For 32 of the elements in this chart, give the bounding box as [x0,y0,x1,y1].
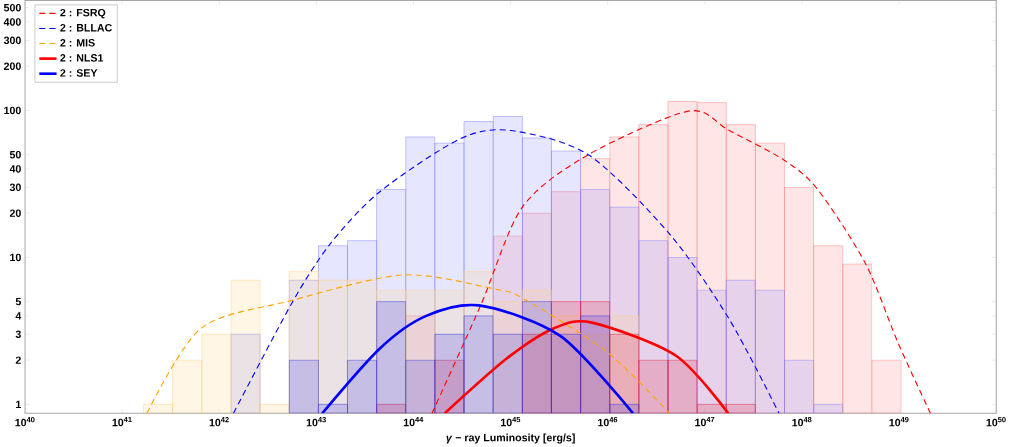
legend-label: 2 : NLS1 [60,54,104,62]
y-tick-label: 50 [9,150,21,159]
x-tick-label: 10$^{46}$ [598,416,618,427]
y-tick-label: 100 [4,106,21,115]
y-tick-label: 300 [3,36,21,45]
legend-label: 2 : BLLAC [60,23,112,32]
legend-label: 2 : SEY [60,69,98,77]
x-tick-label: 10$^{45}$ [501,416,521,427]
y-tick-label: 1 [16,400,22,408]
x-tick-label: 10$^{40}$ [15,416,35,427]
x-tick-label: 10$^{47}$ [695,416,715,427]
y-tick-label: 20 [9,209,21,217]
y-tick-label: 4 [15,312,22,320]
x-tick-label: 10$^{43}$ [306,416,326,427]
legend-label: 2 : FSRQ [60,8,106,19]
y-tick-label: 200 [3,62,21,70]
y-tick-label: 3 [15,330,21,338]
legend-label: 2 : MIS [60,39,95,47]
y-tick-label: 40 [9,165,21,173]
x-tick-label: 10$^{49}$ [889,416,909,427]
x-tick-label: 10$^{44}$ [403,416,424,427]
y-tick-label: 2 [15,356,21,364]
y-tick-label: 10 [10,253,21,262]
x-tick-label: 10$^{48}$ [792,416,812,427]
y-tick-label: 30 [9,183,21,192]
y-tick-label: 5 [15,297,22,306]
y-tick-label: 400 [3,18,21,26]
x-tick-label: 10$^{42}$ [209,416,229,427]
x-axis-title: γ − ray Luminosity [erg/s] [446,433,575,444]
x-tick-label: 10$^{41}$ [112,416,132,427]
y-tick-label: 500 [3,3,21,12]
x-tick-label: 10$^{50}$ [986,416,1006,427]
